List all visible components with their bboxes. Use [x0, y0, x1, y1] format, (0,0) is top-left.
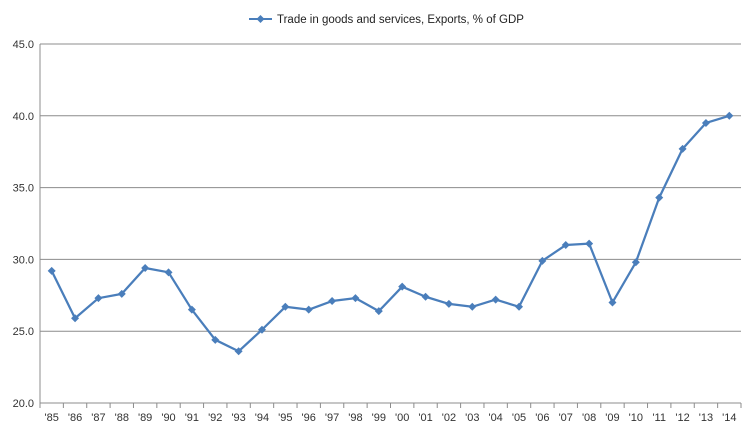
data-point-marker — [631, 258, 640, 267]
data-point-marker — [117, 289, 126, 298]
x-tick-label: '04 — [488, 412, 502, 424]
x-tick-label: '05 — [512, 412, 526, 424]
data-point-marker — [47, 266, 56, 275]
x-tick-label: '90 — [161, 412, 175, 424]
data-point-marker — [608, 298, 617, 307]
x-tick-label: '97 — [325, 412, 339, 424]
x-tick-label: '95 — [278, 412, 292, 424]
data-point-marker — [538, 256, 547, 265]
data-point-marker — [304, 305, 313, 314]
y-tick-label: 25.0 — [13, 326, 34, 338]
data-point-marker — [374, 307, 383, 316]
data-point-marker — [398, 282, 407, 291]
y-axis-tick-labels: 20.0 25.0 30.0 35.0 40.0 45.0 — [13, 39, 34, 410]
data-point-marker — [491, 295, 500, 304]
data-point-marker — [725, 111, 734, 120]
x-tick-label: '91 — [185, 412, 199, 424]
data-point-marker — [351, 294, 360, 303]
data-point-marker — [468, 302, 477, 311]
data-point-marker — [515, 302, 524, 311]
legend: Trade in goods and services, Exports, % … — [249, 14, 524, 26]
y-tick-label: 20.0 — [13, 398, 34, 410]
x-tick-label: '07 — [559, 412, 573, 424]
x-tick-label: '13 — [699, 412, 713, 424]
data-point-marker — [585, 239, 594, 248]
x-tick-label: '98 — [348, 412, 362, 424]
axes — [39, 44, 742, 408]
x-tick-label: '94 — [255, 412, 269, 424]
x-tick-label: '00 — [395, 412, 409, 424]
x-tick-label: '11 — [652, 412, 666, 424]
data-point-marker — [655, 193, 664, 202]
data-point-marker — [187, 305, 196, 314]
x-tick-label: '93 — [231, 412, 245, 424]
x-tick-label: '85 — [45, 412, 59, 424]
data-point-marker — [164, 268, 173, 277]
x-tick-label: '92 — [208, 412, 222, 424]
x-tick-label: '86 — [68, 412, 82, 424]
x-tick-label: '10 — [629, 412, 643, 424]
data-point-marker — [141, 264, 150, 273]
x-tick-label: '99 — [372, 412, 386, 424]
x-tick-label: '08 — [582, 412, 596, 424]
x-axis-tick-labels: '85 '86 '87 '88 '89 '90 '91 '92 '93 '94 '95 '96 '97 '… — [45, 412, 737, 424]
series-exports — [47, 111, 734, 356]
data-point-marker — [701, 118, 710, 127]
series-line — [50, 114, 730, 353]
y-tick-label: 40.0 — [13, 111, 34, 123]
x-tick-label: '14 — [722, 412, 736, 424]
x-tick-label: '02 — [442, 412, 456, 424]
y-tick-label: 30.0 — [13, 254, 34, 266]
x-tick-label: '01 — [418, 412, 432, 424]
x-tick-label: '03 — [465, 412, 479, 424]
data-point-marker — [71, 314, 80, 323]
x-tick-label: '96 — [302, 412, 316, 424]
x-tick-label: '09 — [605, 412, 619, 424]
x-tick-label: '89 — [138, 412, 152, 424]
data-point-marker — [257, 325, 266, 334]
x-tick-label: '88 — [115, 412, 129, 424]
data-point-marker — [421, 292, 430, 301]
data-point-marker — [234, 347, 243, 356]
y-tick-label: 45.0 — [13, 39, 34, 51]
data-point-marker — [444, 299, 453, 308]
data-point-marker — [211, 335, 220, 344]
x-tick-label: '12 — [675, 412, 689, 424]
data-point-marker — [94, 294, 103, 303]
data-point-marker — [328, 297, 337, 306]
legend-marker-swatch — [256, 15, 265, 23]
x-tick-label: '87 — [91, 412, 105, 424]
data-point-marker — [561, 241, 570, 250]
data-point-marker — [678, 144, 687, 153]
y-tick-label: 35.0 — [13, 183, 34, 195]
x-tick-label: '06 — [535, 412, 549, 424]
legend-label: Trade in goods and services, Exports, % … — [277, 14, 524, 26]
data-point-marker — [281, 302, 290, 311]
gridlines — [40, 43, 741, 332]
